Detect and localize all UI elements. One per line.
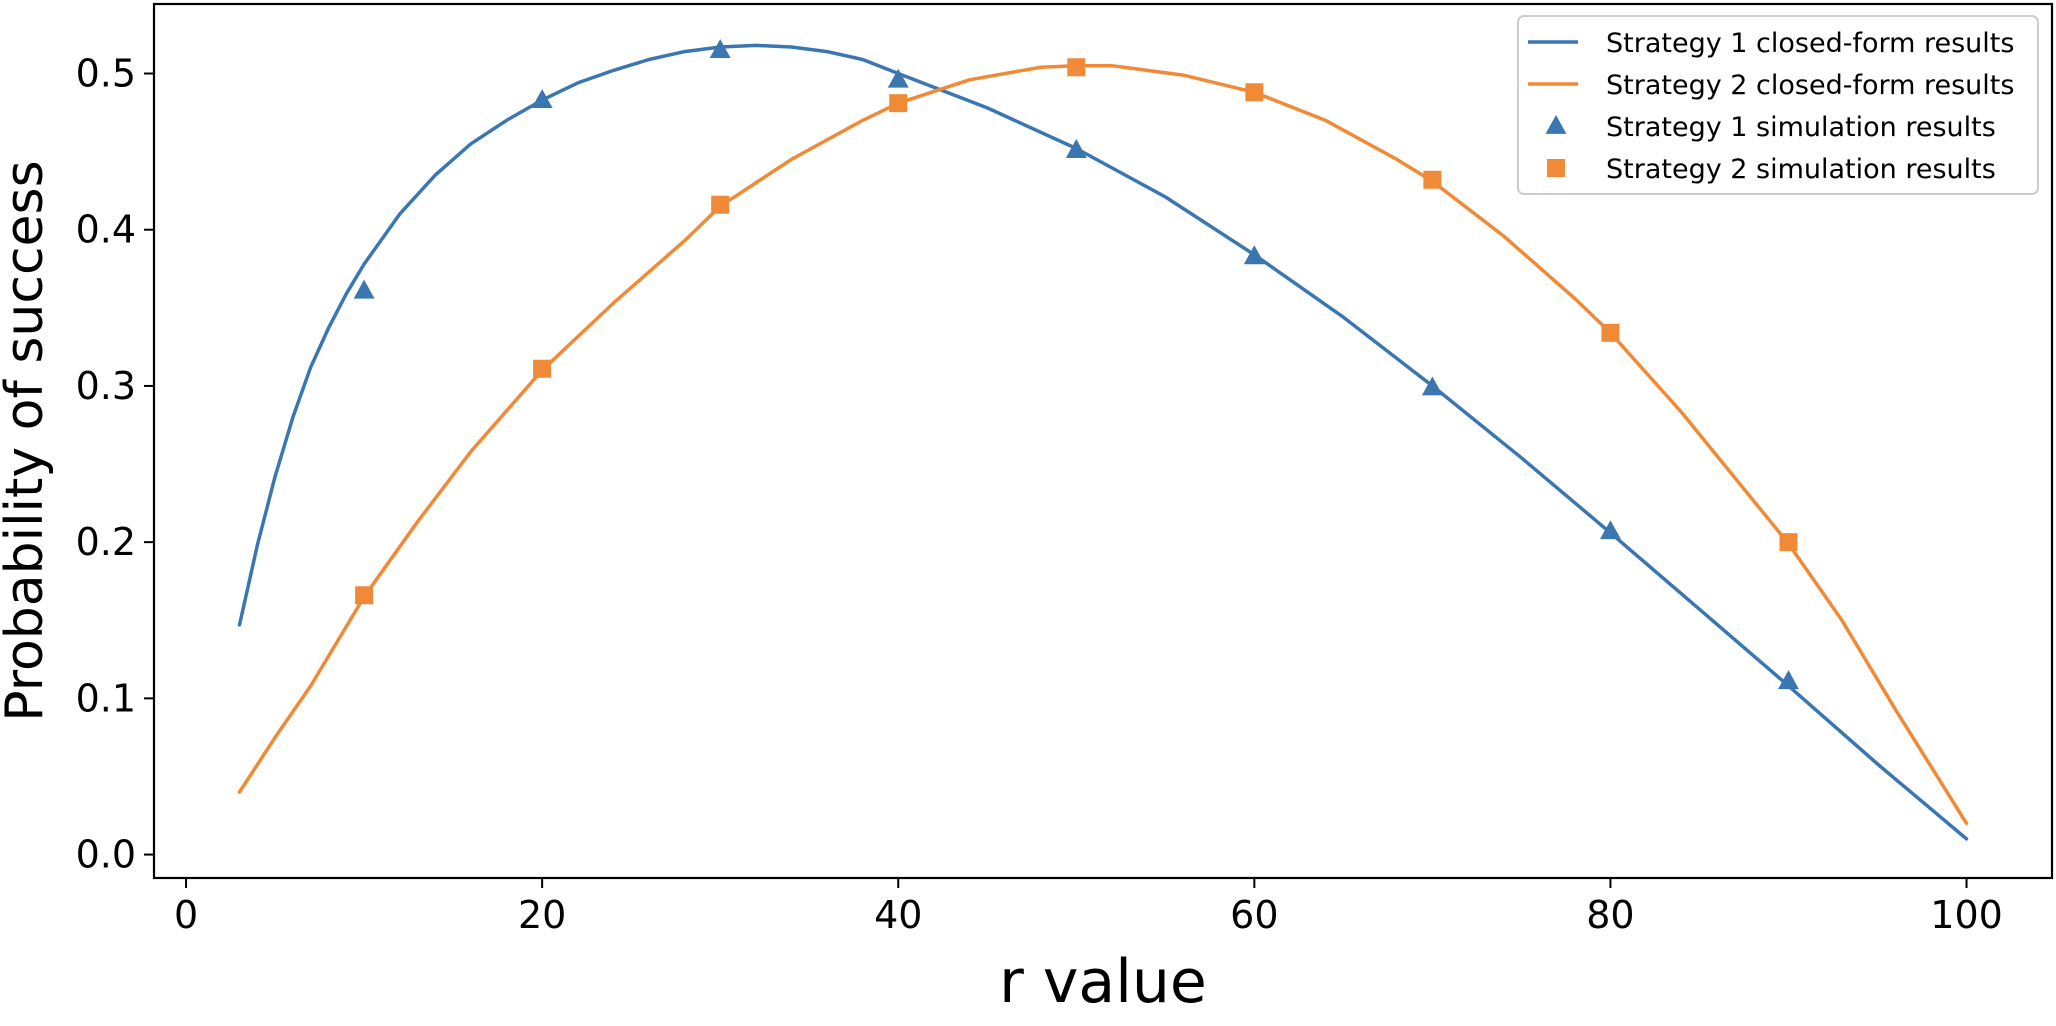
strategy-2-simulation-point [533, 359, 552, 378]
x-tick-label: 0 [174, 893, 198, 937]
strategy-2-simulation-point [1423, 170, 1442, 189]
strategy-1-simulation-point [353, 279, 375, 299]
plot-frame [152, 2, 2054, 880]
strategy-2-simulation-point [889, 94, 908, 113]
y-tick-label: 0.5 [76, 52, 136, 96]
strategy-1-simulation-point [709, 39, 731, 59]
strategy-2-simulation-point [711, 195, 730, 214]
x-axis-ticks: 0 20 40 60 80 100 [174, 878, 2003, 937]
y-axis-ticks: 0.0 0.1 0.2 0.3 0.4 0.5 [76, 52, 154, 877]
legend-swatch-strategy-2-simulation-results [1547, 159, 1565, 177]
strategy-1-simulation-point [1421, 376, 1443, 396]
strategy-1-simulation-point [1243, 245, 1265, 265]
y-tick-label: 0.3 [76, 364, 136, 408]
y-tick-label: 0.0 [76, 833, 136, 877]
y-axis-label: Probability of success [0, 160, 55, 721]
strategy-2-simulation-point [355, 586, 374, 605]
strategy-1-simulation-point [1065, 139, 1087, 158]
y-tick-label: 0.2 [76, 520, 136, 564]
legend-label-strategy-2-simulation-results: Strategy 2 simulation results [1606, 154, 1996, 185]
x-tick-label: 100 [1930, 893, 2003, 937]
strategy-1-simulation-point [531, 89, 553, 108]
strategy-2-simulation-point [1601, 323, 1620, 342]
strategy-2-simulation-point [1779, 533, 1798, 552]
legend-frame [1517, 15, 2039, 195]
x-tick-label: 80 [1586, 893, 1634, 937]
legend-label-strategy-2-closed-form-results: Strategy 2 closed-form results [1606, 70, 2014, 101]
x-axis-label: r value [999, 947, 1207, 1017]
y-tick-label: 0.4 [76, 208, 136, 252]
strategy-1-simulation-point [1599, 520, 1621, 540]
strategy-2-simulation-point [1245, 83, 1264, 102]
marker-layer [353, 39, 1799, 690]
x-tick-label: 20 [518, 893, 566, 937]
x-tick-label: 60 [1230, 893, 1278, 937]
legend-label-strategy-1-closed-form-results: Strategy 1 closed-form results [1606, 28, 2014, 59]
legend-label-strategy-1-simulation-results: Strategy 1 simulation results [1606, 112, 1996, 143]
y-tick-label: 0.1 [76, 676, 136, 720]
x-tick-label: 40 [874, 893, 922, 937]
strategy-1-simulation-point [1778, 670, 1799, 690]
strategy-2-simulation-point [1067, 58, 1086, 77]
legend: Strategy 1 closed-form results Strategy 2… [1517, 15, 2039, 195]
legend-swatch-strategy-1-simulation-results [1545, 115, 1567, 134]
strategy-1-simulation-point [887, 68, 909, 88]
